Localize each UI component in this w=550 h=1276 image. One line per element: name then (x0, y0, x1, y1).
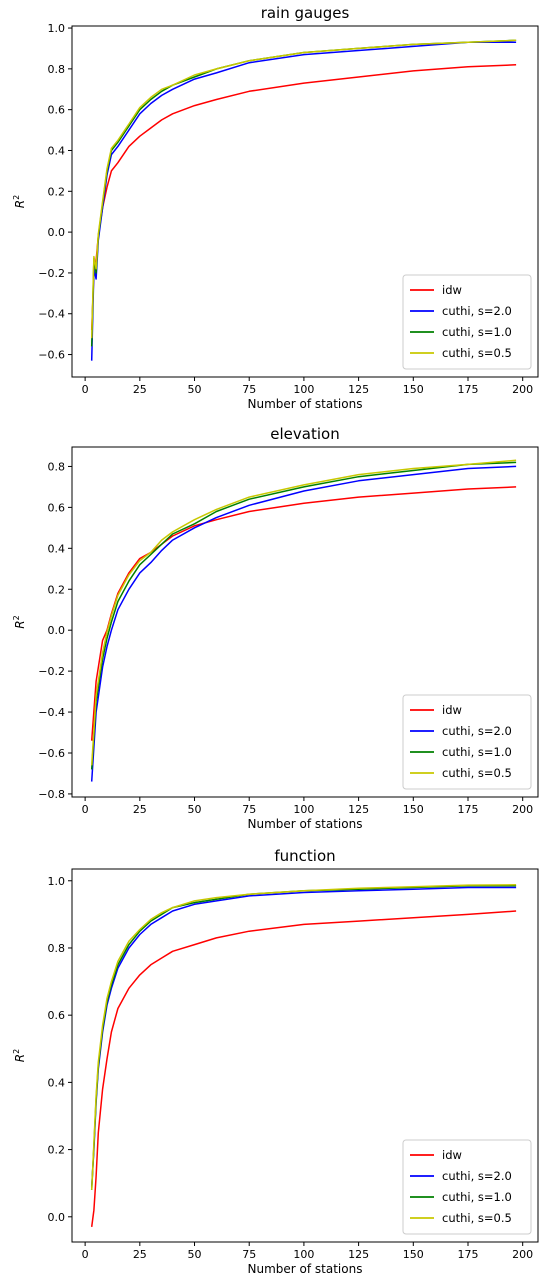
chart-title: elevation (270, 425, 339, 443)
x-tick-label: 50 (188, 383, 202, 396)
x-tick-label: 25 (133, 1248, 147, 1261)
y-tick-label: 0.8 (48, 460, 66, 473)
x-tick-label: 150 (403, 803, 424, 816)
y-tick-label: 1.0 (48, 875, 66, 888)
series-line-cuthi-s-2-0 (90, 465, 517, 782)
x-tick-label: 0 (82, 1248, 89, 1261)
x-tick-label: 50 (188, 803, 202, 816)
x-axis-label: Number of stations (248, 817, 363, 831)
y-axis-label-superscript: 2 (12, 195, 21, 200)
legend-box (402, 694, 532, 790)
y-axis-label: R2 (12, 195, 27, 208)
y-tick-label: 0.2 (48, 185, 66, 198)
y-tick-label: 0.6 (48, 1009, 66, 1022)
x-axis-label: Number of stations (248, 1262, 363, 1276)
x-tick-label: 25 (133, 383, 147, 396)
x-tick-label: 175 (457, 383, 478, 396)
y-tick-label: −0.2 (38, 665, 65, 678)
y-tick-label: 0.8 (48, 63, 66, 76)
legend-label: cuthi, s=2.0 (442, 304, 512, 318)
legend-label: cuthi, s=2.0 (442, 724, 512, 738)
series-line-cuthi-s-0-5 (90, 39, 517, 339)
axes-frame (71, 25, 539, 378)
legend: idw cuthi, s=2.0 cuthi, s=1.0 cuthi, s=0.5 (402, 274, 532, 370)
y-tick-label: 0.0 (48, 1211, 66, 1224)
y-tick-label: 0.4 (48, 1076, 66, 1089)
axes-frame (71, 446, 539, 798)
chart-panel-2: 0 25 50 75 100 125 150 175 200 −0.8 −0.6 −0.4 −0.2 0.… (12, 425, 539, 831)
x-axis-label: Number of stations (248, 397, 363, 411)
y-axis-label: R2 (12, 1049, 27, 1062)
axes-frame (71, 868, 539, 1243)
y-axis-label: R2 (12, 615, 27, 628)
y-tick-label: −0.6 (38, 747, 65, 760)
x-tick-label: 150 (403, 383, 424, 396)
x-tick-label: 100 (293, 383, 314, 396)
legend-label: cuthi, s=0.5 (442, 1211, 512, 1225)
chart-title: rain gauges (261, 4, 350, 22)
series-line-idw (90, 910, 517, 1227)
x-tick-label: 125 (348, 1248, 369, 1261)
legend-box (402, 1139, 532, 1235)
legend: idw cuthi, s=2.0 cuthi, s=1.0 cuthi, s=0.5 (402, 694, 532, 790)
x-tick-label: 200 (512, 803, 533, 816)
y-axis-label-superscript: 2 (12, 1049, 21, 1054)
legend-label: idw (442, 283, 462, 297)
y-tick-label: 0.4 (48, 144, 66, 157)
x-tick-label: 0 (82, 803, 89, 816)
x-tick-label: 75 (242, 803, 256, 816)
legend-box (402, 274, 532, 370)
y-tick-label: −0.4 (38, 308, 65, 321)
legend-label: cuthi, s=1.0 (442, 745, 512, 759)
y-tick-label: 0.2 (48, 1144, 66, 1157)
legend-label: cuthi, s=0.5 (442, 346, 512, 360)
x-tick-label: 100 (293, 803, 314, 816)
y-axis-label-text: R (13, 1054, 27, 1062)
y-tick-label: 0.4 (48, 542, 66, 555)
x-tick-label: 200 (512, 1248, 533, 1261)
legend-label: cuthi, s=1.0 (442, 325, 512, 339)
x-tick-label: 200 (512, 383, 533, 396)
chart-title: function (274, 847, 335, 865)
y-tick-label: 0.0 (48, 226, 66, 239)
y-tick-label: 0.0 (48, 624, 66, 637)
x-tick-label: 150 (403, 1248, 424, 1261)
y-tick-label: −0.2 (38, 267, 65, 280)
legend-label: idw (442, 1148, 462, 1162)
y-tick-label: 0.8 (48, 942, 66, 955)
y-axis-label-text: R (13, 200, 27, 208)
x-tick-label: 100 (293, 1248, 314, 1261)
y-tick-label: −0.8 (38, 788, 65, 801)
x-tick-label: 0 (82, 383, 89, 396)
x-tick-label: 75 (242, 383, 256, 396)
y-tick-label: 0.6 (48, 501, 66, 514)
legend-label: idw (442, 703, 462, 717)
x-tick-label: 175 (457, 1248, 478, 1261)
y-axis-label-superscript: 2 (12, 615, 21, 620)
y-tick-label: −0.6 (38, 349, 65, 362)
x-tick-label: 50 (188, 1248, 202, 1261)
y-axis-label-text: R (13, 620, 27, 628)
series-line-cuthi-s-0-5 (90, 884, 517, 1190)
y-tick-label: −0.4 (38, 706, 65, 719)
y-tick-label: 1.0 (48, 22, 66, 35)
series-line-cuthi-s-1-0 (90, 461, 517, 770)
x-tick-label: 175 (457, 803, 478, 816)
y-tick-label: 0.6 (48, 104, 66, 117)
x-tick-label: 25 (133, 803, 147, 816)
legend-label: cuthi, s=0.5 (442, 766, 512, 780)
series-line-cuthi-s-0-5 (90, 459, 517, 766)
y-tick-label: 0.2 (48, 583, 66, 596)
chart-panel-3: 0 25 50 75 100 125 150 175 200 0.0 0.2 0.4 0.6 0.8 1.0… (12, 847, 539, 1276)
x-tick-label: 75 (242, 1248, 256, 1261)
chart-panel-1: 0 25 50 75 100 125 150 175 200 −0.6 −0.4 −0.2 0.0 0.2… (12, 4, 539, 411)
legend: idw cuthi, s=2.0 cuthi, s=1.0 cuthi, s=0.5 (402, 1139, 532, 1235)
legend-label: cuthi, s=2.0 (442, 1169, 512, 1183)
x-tick-label: 125 (348, 803, 369, 816)
x-tick-label: 125 (348, 383, 369, 396)
legend-label: cuthi, s=1.0 (442, 1190, 512, 1204)
